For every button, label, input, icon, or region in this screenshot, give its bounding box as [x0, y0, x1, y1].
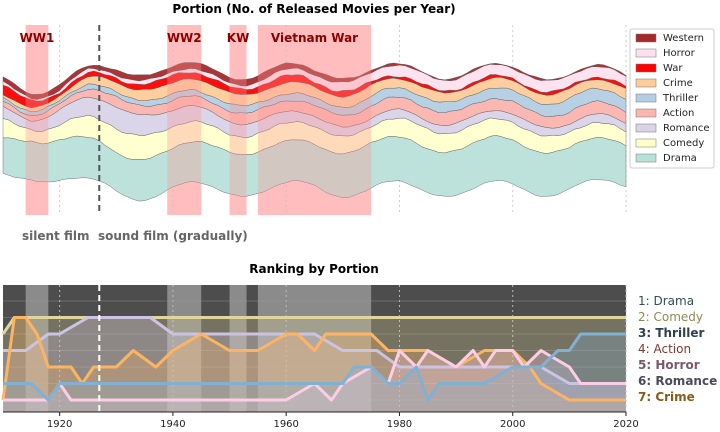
legend-label-action: Action [663, 108, 694, 119]
x-tick-label-0: 1920 [47, 419, 72, 430]
silent-film-label: silent film [22, 229, 89, 243]
x-tick-label-5: 2020 [613, 419, 638, 430]
legend-label-war: War [663, 63, 683, 74]
rank-line-thriller [3, 332, 626, 402]
legend-label-crime: Crime [663, 78, 693, 89]
period-label-3: Vietnam War [271, 31, 358, 45]
ranking-legend: 1: Drama 2: Comedy 3: Thriller 4: Action 5: … [638, 294, 717, 404]
x-tick-label-1: 1940 [160, 419, 185, 430]
rank-legend-item-1: 1: Drama [638, 294, 694, 308]
war-period-labels: WW1 WW2 KW Vietnam War [20, 31, 359, 45]
legend-swatch-comedy [635, 138, 657, 148]
legend-label-romance: Romance [663, 123, 709, 134]
stream-area-series [2, 25, 627, 215]
period-overlay-2 [229, 25, 247, 215]
legend-label-western: Western [663, 33, 704, 44]
legend-swatch-western [635, 33, 657, 43]
rank-area-thriller [3, 334, 626, 412]
rank-legend-item-5: 5: Horror [638, 358, 700, 372]
period-label-1: WW2 [167, 31, 202, 45]
rank-legend-item-3: 3: Thriller [638, 326, 704, 340]
legend-label-drama: Drama [663, 153, 697, 164]
rank-area-romance [3, 317, 626, 412]
legend-swatch-crime [635, 78, 657, 88]
rank-legend-item-2: 2: Comedy [638, 310, 703, 324]
x-tick-label-4: 2000 [500, 419, 525, 430]
x-tick-label-3: 1980 [387, 419, 412, 430]
top-chart-title: Portion (No. of Released Movies per Year… [172, 2, 455, 16]
top-legend: Western Horror War Crime Thriller Action Roman… [629, 28, 715, 169]
legend-swatch-thriller [635, 93, 657, 103]
legend-swatch-drama [635, 153, 657, 163]
period-overlay-0 [25, 25, 49, 215]
x-tick-label-2: 1960 [273, 419, 298, 430]
period-label-2: KW [227, 31, 250, 45]
rank-legend-item-7: 7: Crime [638, 390, 695, 404]
ranking-period-bands [25, 285, 372, 412]
legend-label-horror: Horror [663, 48, 696, 59]
rank-legend-item-4: 4: Action [638, 342, 691, 356]
legend-swatch-romance [635, 123, 657, 133]
rank-area-crime [3, 317, 626, 412]
stream-western [2, 62, 627, 100]
legend-swatch-action [635, 108, 657, 118]
legend-swatch-war [635, 63, 657, 73]
rank-area-comedy [3, 317, 626, 412]
legend-label-comedy: Comedy [663, 138, 704, 149]
ranking-x-ticks: 1920 1940 1960 1980 2000 2020 [47, 412, 639, 430]
sound-film-label: sound film (gradually) [98, 229, 248, 243]
period-label-0: WW1 [20, 31, 55, 45]
legend-label-thriller: Thriller [662, 93, 699, 104]
period-overlay-3 [257, 25, 372, 215]
rank-line-crime [1, 316, 626, 402]
bottom-chart-title: Ranking by Portion [249, 262, 378, 276]
legend-swatch-horror [635, 48, 657, 58]
rank-legend-item-6: 6: Romance [638, 374, 717, 388]
period-overlay-1 [167, 25, 202, 215]
ranking-series-lines [1, 316, 626, 412]
